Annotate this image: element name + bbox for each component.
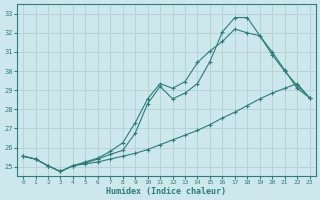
X-axis label: Humidex (Indice chaleur): Humidex (Indice chaleur) [106,187,226,196]
